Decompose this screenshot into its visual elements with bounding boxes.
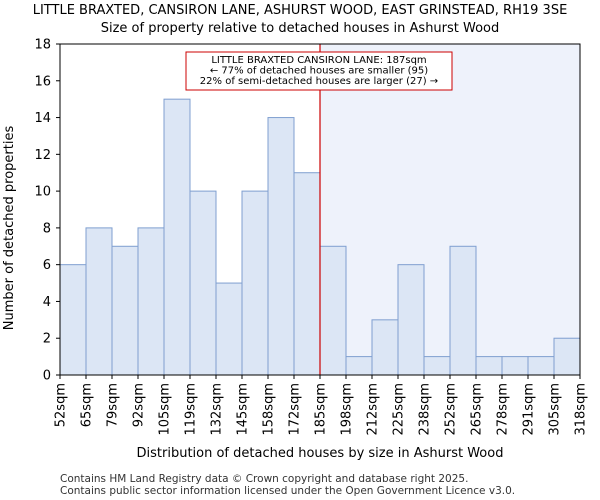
x-tick-label-0: 52sqm <box>54 383 69 427</box>
y-tick-label-2: 4 <box>43 295 51 310</box>
x-tick-label-16: 265sqm <box>470 383 485 436</box>
x-tick-label-8: 158sqm <box>262 383 277 436</box>
bar-15 <box>449 245 477 376</box>
x-tick-label-13: 225sqm <box>392 383 407 436</box>
bar-16 <box>475 356 503 376</box>
x-axis-label: Distribution of detached houses by size … <box>137 446 504 461</box>
bar-2 <box>111 245 139 376</box>
x-tick-label-18: 291sqm <box>522 383 537 436</box>
title-line-1: LITTLE BRAXTED, CANSIRON LANE, ASHURST W… <box>33 3 568 18</box>
y-axis-label: Number of detached properties <box>2 126 17 331</box>
annotation-line-1: LITTLE BRAXTED CANSIRON LANE: 187sqm <box>211 55 426 66</box>
x-tick-label-10: 185sqm <box>314 383 329 436</box>
x-tick-label-15: 252sqm <box>444 383 459 436</box>
y-tick-label-3: 6 <box>43 258 51 273</box>
bar-7 <box>241 190 269 376</box>
y-tick-label-0: 0 <box>43 369 51 384</box>
bar-8 <box>267 117 295 376</box>
x-tick-label-14: 238sqm <box>418 383 433 436</box>
bar-0 <box>59 264 87 376</box>
x-tick-label-20: 318sqm <box>574 383 589 436</box>
y-tick-label-6: 12 <box>34 148 51 163</box>
annotation-line-2: ← 77% of detached houses are smaller (95… <box>210 66 428 77</box>
y-tick-label-1: 2 <box>43 332 51 347</box>
footer-line-2: Contains public sector information licen… <box>60 485 515 497</box>
x-tick-label-17: 278sqm <box>496 383 511 436</box>
y-tick-label-7: 14 <box>34 111 51 126</box>
bar-11 <box>345 356 373 376</box>
bar-6 <box>215 282 243 376</box>
x-tick-label-11: 198sqm <box>340 383 355 436</box>
x-tick-label-19: 305sqm <box>548 383 563 436</box>
annotation-line-3: 22% of semi-detached houses are larger (… <box>200 76 438 87</box>
x-tick-label-9: 172sqm <box>288 383 303 436</box>
bar-13 <box>397 264 425 376</box>
x-tick-label-7: 145sqm <box>236 383 251 436</box>
footer: Contains HM Land Registry data © Crown c… <box>60 473 515 497</box>
y-tick-label-5: 10 <box>34 185 51 200</box>
x-tick-label-3: 92sqm <box>132 383 147 427</box>
y-tick-label-8: 16 <box>34 74 51 89</box>
x-tick-label-12: 212sqm <box>366 383 381 436</box>
y-tick-label-9: 18 <box>34 38 51 53</box>
chart-title: LITTLE BRAXTED, CANSIRON LANE, ASHURST W… <box>33 3 568 36</box>
x-tick-label-4: 105sqm <box>158 383 173 436</box>
footer-line-1: Contains HM Land Registry data © Crown c… <box>60 473 468 485</box>
x-tick-label-5: 119sqm <box>184 383 199 436</box>
bar-18 <box>527 356 555 376</box>
x-tick-label-2: 79sqm <box>106 383 121 427</box>
annotation-box <box>185 51 453 91</box>
bar-4 <box>163 98 191 376</box>
x-tick-label-1: 65sqm <box>80 383 95 427</box>
bar-12 <box>371 319 399 376</box>
bar-1 <box>85 227 113 376</box>
bar-17 <box>501 356 529 376</box>
bar-14 <box>423 356 451 376</box>
bar-5 <box>189 190 217 376</box>
plot-area: 0 2 4 6 8 10 12 14 16 18 52sqm 65sqm 79sqm 92sqm 105sq… <box>34 38 588 436</box>
bar-19 <box>553 337 581 376</box>
y-tick-label-4: 8 <box>43 221 51 236</box>
bar-9 <box>293 172 321 376</box>
title-line-2: Size of property relative to detached ho… <box>101 21 500 36</box>
bar-3 <box>137 227 165 376</box>
x-tick-label-6: 132sqm <box>210 383 225 436</box>
bar-10 <box>319 245 347 376</box>
